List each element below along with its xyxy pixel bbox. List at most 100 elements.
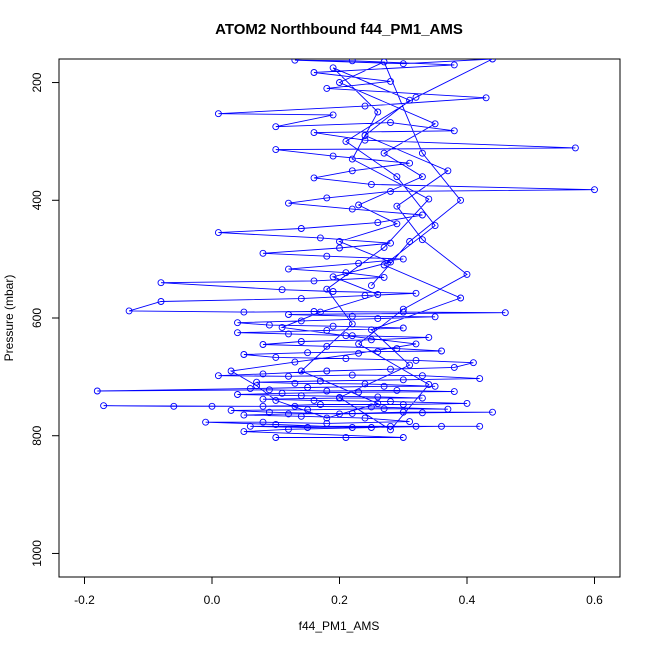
data-point xyxy=(265,321,273,329)
data-point xyxy=(304,424,312,431)
data-point xyxy=(399,434,407,441)
data-point xyxy=(463,270,471,278)
data-point xyxy=(348,424,356,431)
data-point xyxy=(361,414,369,422)
data-point xyxy=(297,295,305,303)
data-point xyxy=(234,319,241,327)
data-point xyxy=(304,349,312,357)
data-point xyxy=(476,375,484,383)
data-point xyxy=(329,111,337,119)
data-point xyxy=(393,220,401,228)
data-point xyxy=(297,317,305,325)
data-point xyxy=(342,332,350,340)
data-point xyxy=(367,180,375,188)
data-point xyxy=(591,186,598,194)
data-point xyxy=(367,336,375,344)
data-point xyxy=(214,110,222,118)
data-point xyxy=(450,388,458,396)
data-point xyxy=(240,351,248,358)
data-point xyxy=(285,265,292,273)
data-point xyxy=(265,408,273,416)
data-point xyxy=(399,401,407,408)
data-point xyxy=(425,381,433,388)
data-point xyxy=(348,320,356,328)
data-point xyxy=(355,259,363,267)
data-point xyxy=(342,269,350,277)
data-point xyxy=(278,323,286,331)
x-tick-label: 0.4 xyxy=(459,593,476,607)
data-point xyxy=(399,376,407,384)
data-point xyxy=(374,348,382,356)
data-point xyxy=(272,421,280,428)
y-tick-label: 200 xyxy=(30,72,44,92)
data-point xyxy=(297,412,305,420)
x-tick-label: -0.2 xyxy=(74,593,95,607)
data-point xyxy=(323,414,331,422)
data-point xyxy=(450,127,458,135)
data-point xyxy=(291,379,299,387)
chart-title: ATOM2 Northbound f44_PM1_AMS xyxy=(215,21,463,38)
data-point xyxy=(469,359,477,367)
data-point xyxy=(412,422,420,430)
data-point xyxy=(234,329,241,337)
data-point xyxy=(431,382,439,390)
data-point xyxy=(259,249,267,257)
data-point xyxy=(253,382,261,390)
data-point xyxy=(323,326,331,334)
data-point xyxy=(399,408,407,416)
data-point xyxy=(259,402,267,410)
data-point xyxy=(406,159,414,167)
data-point xyxy=(387,119,394,127)
data-point xyxy=(406,361,414,369)
data-point xyxy=(501,309,509,317)
data-point xyxy=(227,367,235,375)
data-point xyxy=(323,285,331,293)
data-point xyxy=(240,428,248,436)
data-point xyxy=(342,434,350,441)
x-axis: -0.2 0.0 0.2 0.4 0.6 xyxy=(74,576,603,607)
data-point xyxy=(393,345,401,353)
data-point xyxy=(457,196,465,204)
data-point xyxy=(418,236,426,244)
data-point xyxy=(489,59,496,63)
data-point xyxy=(342,355,350,363)
data-point xyxy=(355,349,363,357)
data-point xyxy=(476,422,484,430)
data-point xyxy=(374,399,382,407)
data-point xyxy=(412,356,420,364)
data-point xyxy=(323,84,331,92)
y-axis-label: Pressure (mbar) xyxy=(2,275,16,362)
data-point xyxy=(157,298,165,305)
data-point xyxy=(170,402,178,410)
data-point xyxy=(125,307,133,315)
data-point xyxy=(316,234,324,242)
data-point xyxy=(387,239,394,247)
data-point xyxy=(406,238,414,245)
data-point xyxy=(297,367,305,375)
data-point xyxy=(336,410,343,418)
data-point xyxy=(234,391,241,398)
data-point xyxy=(571,144,579,152)
data-point xyxy=(367,424,375,431)
data-point xyxy=(240,411,248,419)
data-point xyxy=(438,347,445,355)
data-point xyxy=(361,102,369,110)
data-series xyxy=(93,59,598,441)
data-point xyxy=(316,308,324,316)
data-point xyxy=(387,258,394,266)
data-point xyxy=(259,341,267,348)
data-point xyxy=(355,388,363,396)
data-point xyxy=(329,152,337,160)
y-tick-label: 400 xyxy=(30,190,44,210)
data-point xyxy=(387,398,394,406)
data-point xyxy=(418,173,426,181)
data-point xyxy=(310,277,318,285)
data-point xyxy=(399,255,407,263)
data-point xyxy=(367,403,375,411)
data-point xyxy=(380,382,388,390)
data-point xyxy=(425,195,433,203)
data-point xyxy=(412,289,420,297)
data-point xyxy=(259,395,267,403)
data-point xyxy=(329,322,337,330)
data-point xyxy=(323,252,331,260)
